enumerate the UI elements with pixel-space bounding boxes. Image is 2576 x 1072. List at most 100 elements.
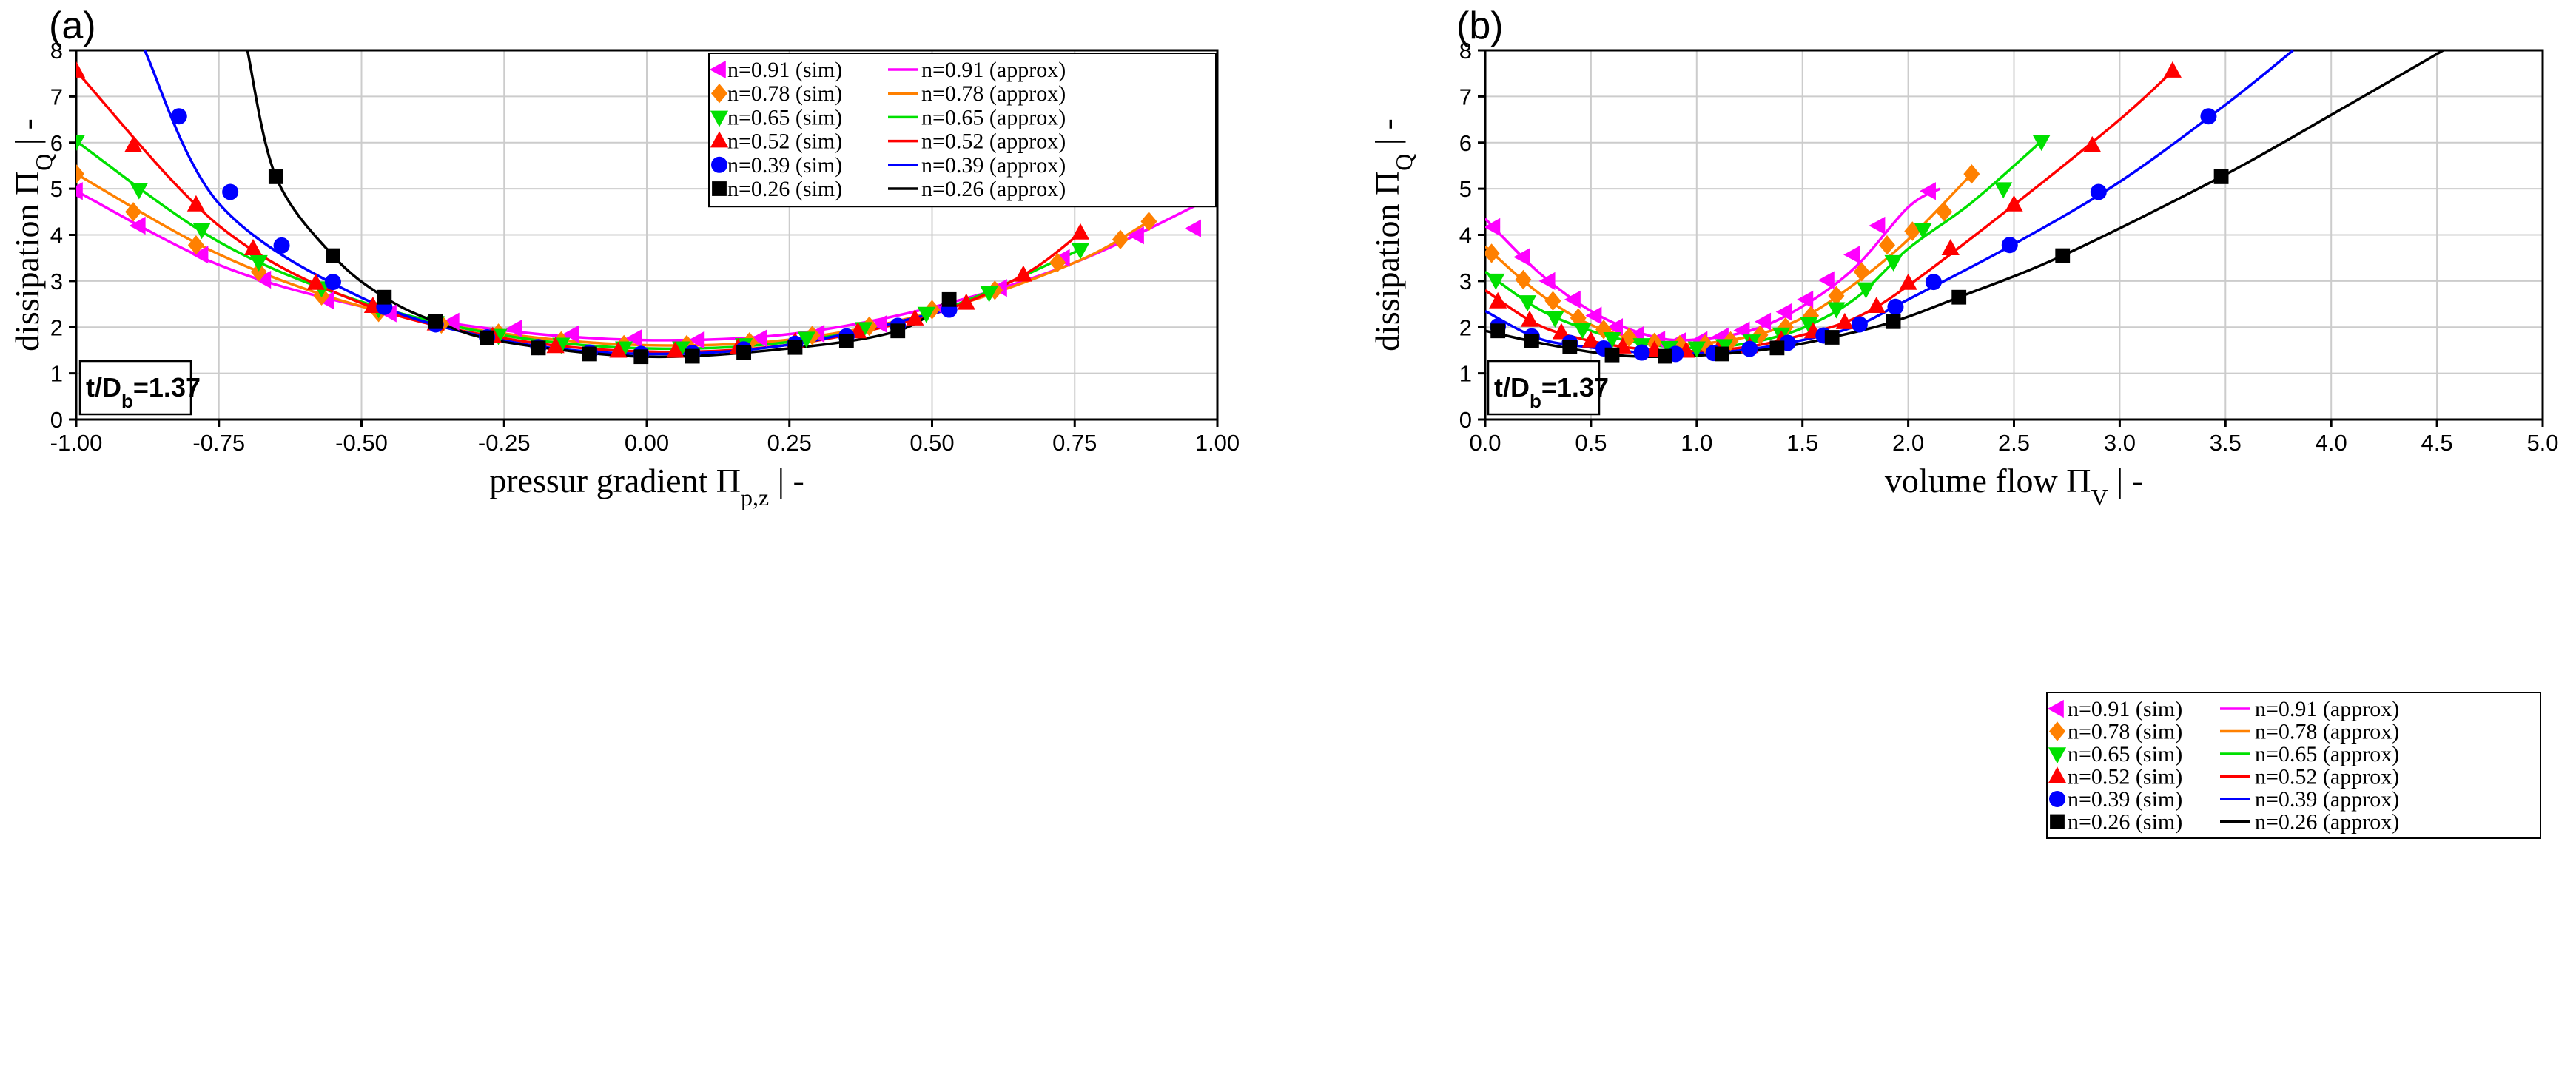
y-axis-title-b-sub: Q — [1390, 154, 1417, 171]
sim-point — [1994, 182, 2013, 199]
annotation-text: t/Db=1.37 — [1494, 372, 1609, 412]
sim-point — [666, 341, 685, 358]
legend-label-sim: n=0.52 (sim) — [727, 129, 842, 154]
legend-label-approx: n=0.65 (approx) — [921, 105, 1066, 129]
legend-a: n=0.91 (sim) n=0.91 (approx)n=0.78 (sim) n… — [708, 53, 1217, 208]
y-tick-label: 0 — [50, 407, 63, 433]
sim-point — [582, 346, 597, 362]
sim-point — [130, 183, 148, 200]
legend-label-approx: n=0.26 (approx) — [921, 177, 1066, 201]
sim-point — [957, 293, 975, 310]
annotation-a: t/Db=1.37 — [78, 360, 201, 416]
sim-point — [1800, 317, 1818, 334]
sim-point — [1184, 219, 1201, 237]
legend-label-approx: n=0.26 (approx) — [2255, 810, 2399, 835]
sim-point — [1879, 235, 1896, 255]
x-ticks-b: 0.0 0.5 1.0 1.5 2.0 2.5 3.0 3.5 4.0 4.5 5.0 — [1469, 419, 2559, 456]
sim-points-n-0-26 — [1490, 169, 2229, 364]
sim-point — [1658, 348, 1672, 364]
sim-point — [1741, 340, 1758, 357]
sim-point — [1797, 290, 1814, 309]
legend-label-sim: n=0.65 (sim) — [727, 105, 842, 129]
sim-point — [688, 331, 705, 349]
sim-point — [1544, 291, 1561, 311]
sim-points-n-0-91 — [76, 182, 1201, 349]
sim-point — [1140, 212, 1157, 232]
sim-point — [1843, 246, 1860, 264]
sim-point — [125, 202, 142, 222]
x-axis-title-b-tail: | - — [2108, 462, 2144, 499]
sim-point — [609, 341, 628, 358]
sim-point — [1487, 273, 1505, 290]
sim-point — [751, 329, 767, 348]
sim-point — [1963, 164, 1980, 184]
sim-point — [1914, 223, 1932, 240]
annotation-box — [1487, 360, 1601, 416]
legend-label-sim: n=0.39 (sim) — [2068, 787, 2182, 812]
sim-point — [324, 274, 341, 291]
panel-label-b: (b) — [1456, 4, 1504, 47]
x-tick-label: 4.0 — [2316, 430, 2347, 456]
y-tick-label: 1 — [1459, 361, 1472, 387]
sim-point — [1562, 340, 1578, 354]
x-tick-label: 1.0 — [1681, 430, 1712, 456]
x-tick-label: 2.0 — [1892, 430, 1924, 456]
sim-point — [1851, 316, 1868, 333]
legend-box — [708, 53, 1217, 208]
y-tick-label: 5 — [50, 176, 63, 202]
x-axis-title-a: pressur gradient Πp,z | - — [489, 462, 804, 510]
sim-point — [625, 329, 642, 348]
y-tick-label: 3 — [50, 269, 63, 294]
sim-point — [1604, 347, 1620, 363]
sim-point — [170, 108, 187, 125]
sim-point — [1769, 340, 1785, 356]
sim-point — [255, 270, 272, 289]
sim-point — [377, 289, 392, 305]
legend-marker-n-0-65 — [710, 110, 729, 127]
sim-point — [633, 349, 649, 365]
legend-label-approx: n=0.91 (approx) — [2255, 697, 2399, 721]
sim-point — [1014, 265, 1032, 282]
sim-point — [1489, 291, 1507, 309]
sim-point — [1581, 331, 1600, 348]
y-tick-label: 0 — [1459, 407, 1472, 433]
legend-label-approx: n=0.78 (approx) — [921, 81, 1066, 106]
sim-point — [129, 216, 146, 235]
legend-marker-n-0-52 — [2048, 766, 2067, 783]
x-axis-title-a-tail: | - — [769, 462, 804, 499]
sim-point — [187, 235, 204, 255]
sim-point — [685, 348, 700, 364]
annotation-sub: b — [121, 390, 133, 412]
legend-label-approx: n=0.52 (approx) — [921, 129, 1066, 154]
y-tick-label: 2 — [50, 314, 63, 340]
annotation-main: t/D — [1494, 372, 1530, 402]
sim-point — [1853, 262, 1870, 282]
x-tick-label: 0.0 — [1469, 430, 1501, 456]
annotation-tail: =1.37 — [1541, 372, 1609, 402]
legend-marker-n-0-39 — [711, 156, 727, 173]
sim-point — [562, 325, 579, 343]
sim-point — [1817, 271, 1835, 289]
legend-marker-n-0-78 — [711, 84, 727, 104]
sim-point — [443, 312, 460, 331]
sim-point — [1887, 298, 1904, 315]
sim-point — [1570, 308, 1587, 328]
y-tick-label: 4 — [1459, 223, 1472, 249]
sim-points-n-0-78 — [1485, 164, 1980, 355]
x-axis-title-b-main: volume flow Π — [1885, 462, 2091, 499]
sim-point — [2001, 237, 2018, 254]
x-tick-label: 0.75 — [1052, 430, 1097, 456]
sim-point — [1049, 252, 1066, 273]
sim-point — [917, 306, 935, 323]
sim-point — [2083, 135, 2102, 152]
sim-point — [2200, 108, 2217, 125]
legend-label-sim: n=0.91 (sim) — [727, 58, 842, 82]
y-axis-title-a-main: dissipation Π — [8, 171, 46, 351]
sim-point — [1552, 323, 1570, 340]
y-tick-label: 8 — [1459, 38, 1472, 64]
y-ticks-b: 0 1 2 3 4 5 6 7 8 — [1459, 38, 1485, 433]
legend-label-sim: n=0.26 (sim) — [2068, 810, 2182, 835]
legend-marker-n-0-78 — [2049, 721, 2065, 741]
x-tick-label: 4.5 — [2421, 430, 2453, 456]
